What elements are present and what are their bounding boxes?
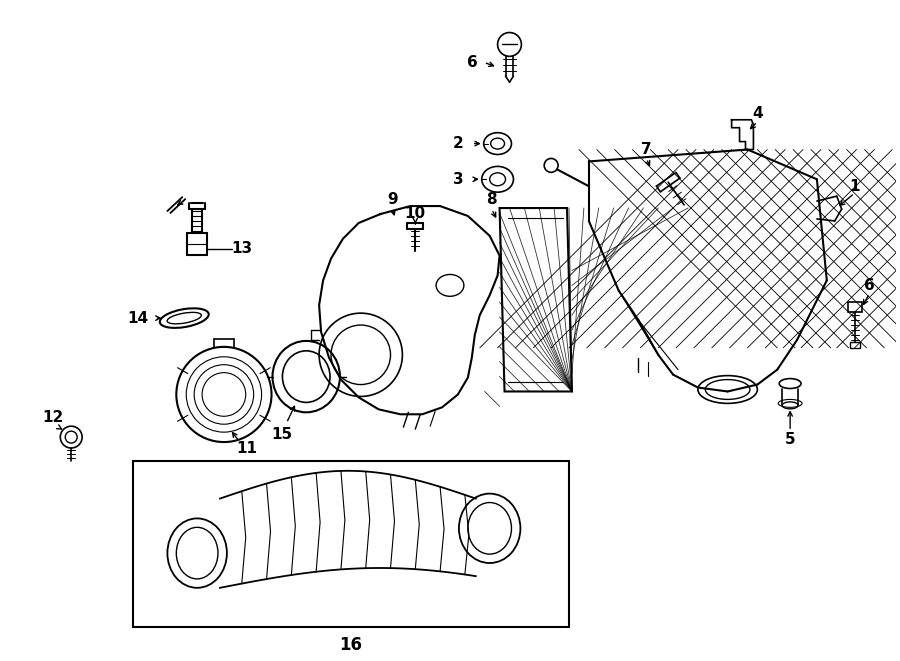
Text: 5: 5	[785, 432, 796, 447]
Text: 14: 14	[127, 311, 148, 326]
Bar	[132, 461, 569, 627]
Text: 1: 1	[850, 178, 859, 194]
Text: 15: 15	[271, 426, 292, 442]
Text: 3: 3	[453, 172, 464, 187]
Text: 10: 10	[405, 206, 426, 221]
Text: 4: 4	[752, 106, 762, 122]
Text: 11: 11	[236, 442, 257, 457]
Text: 7: 7	[641, 142, 652, 157]
Text: 6: 6	[864, 278, 875, 293]
Bar	[848, 302, 861, 312]
Text: 16: 16	[339, 637, 363, 654]
Text: 12: 12	[42, 410, 64, 425]
Text: 9: 9	[387, 192, 398, 207]
Text: 13: 13	[231, 241, 252, 256]
Text: 6: 6	[467, 55, 478, 70]
Text: 2: 2	[453, 136, 464, 151]
Bar	[850, 342, 859, 348]
Text: 8: 8	[486, 192, 497, 207]
